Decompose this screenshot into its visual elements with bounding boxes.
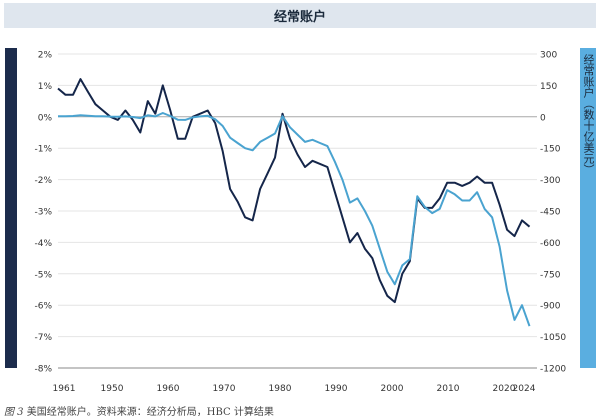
y-right-tick-label: -1050 xyxy=(540,333,566,343)
x-tick-label: 2010 xyxy=(437,384,460,394)
chart-title: 经常账户 xyxy=(273,10,326,25)
y-left-tick-label: -5% xyxy=(34,270,52,280)
y-right-tick-label: -900 xyxy=(540,302,561,312)
x-tick-label: 1990 xyxy=(325,384,348,394)
figure-caption: 图 3 美国经常账户。资料来源：经济分析局，HBC 计算结果 xyxy=(4,403,274,418)
x-tick-label: 1960 xyxy=(157,384,180,394)
y-left-tick-label: -3% xyxy=(34,208,52,218)
figure-caption-text: 美国经常账户。资料来源：经济分析局，HBC 计算结果 xyxy=(26,407,274,418)
y-left-tick-label: -6% xyxy=(34,302,52,312)
x-tick-label: 1961 xyxy=(53,384,76,394)
y-left-tick-label: -8% xyxy=(34,365,52,375)
left-axis-band xyxy=(5,48,17,368)
y-right-tick-label: -600 xyxy=(540,239,561,249)
x-tick-label: 1970 xyxy=(213,384,236,394)
series-line-billions xyxy=(58,112,531,327)
y-right-tick-label: -1200 xyxy=(540,365,566,375)
x-tick-label: 1950 xyxy=(101,384,124,394)
y-right-tick-label: -300 xyxy=(540,176,561,186)
y-right-tick-label: -150 xyxy=(540,145,561,155)
y-left-tick-label: -7% xyxy=(34,333,52,343)
y-left-tick-label: -1% xyxy=(34,145,52,155)
right-axis-band xyxy=(580,48,596,368)
right-axis-title: 经常账户（数十亿美元） xyxy=(582,54,595,175)
x-tick-label: 1980 xyxy=(269,384,292,394)
y-right-tick-label: 0 xyxy=(540,113,546,123)
y-left-tick-label: 1% xyxy=(38,82,53,92)
chart-title-bar: 经常账户 xyxy=(4,3,596,28)
x-tick-label: 2000 xyxy=(381,384,404,394)
y-left-tick-label: -4% xyxy=(34,239,52,249)
y-right-tick-label: -450 xyxy=(540,208,561,218)
y-left-tick-label: 2% xyxy=(38,51,53,61)
y-left-tick-label: -2% xyxy=(34,176,52,186)
y-right-tick-label: -750 xyxy=(540,270,561,280)
x-tick-label: 2024 xyxy=(513,384,536,394)
x-tick-label: 2020 xyxy=(493,384,516,394)
y-right-tick-label: 150 xyxy=(540,82,557,92)
y-left-tick-label: 0% xyxy=(38,113,53,123)
y-right-tick-label: 300 xyxy=(540,51,557,61)
figure-label: 图 3 xyxy=(4,407,24,418)
series-line-pct-gdp xyxy=(57,78,531,304)
